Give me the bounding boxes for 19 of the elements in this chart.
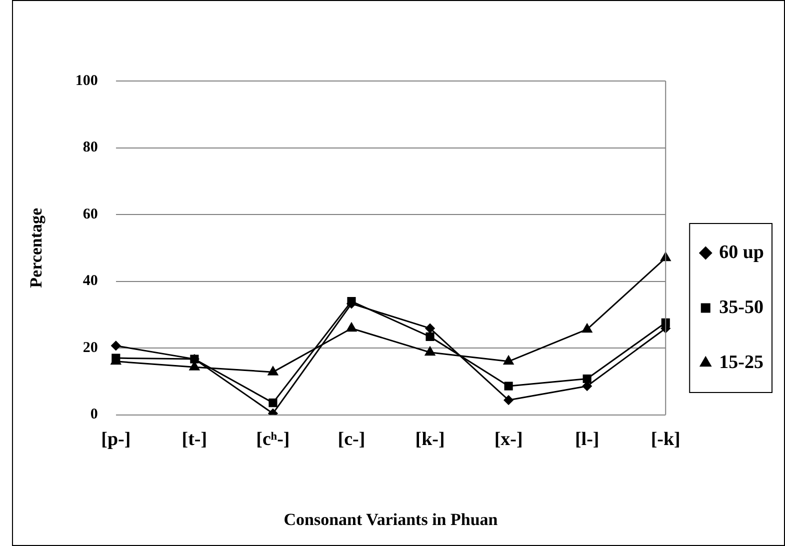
x-tick-label: [-k] — [650, 429, 680, 450]
x-tick-label: [p-] — [101, 429, 131, 450]
y-axis-title: Percentage — [26, 207, 46, 288]
y-tick-label: 0 — [90, 406, 98, 423]
y-tick-label: 40 — [82, 273, 98, 290]
y-tick-label: 20 — [82, 340, 98, 356]
y-tick-label: 80 — [82, 140, 98, 156]
legend-label: 60 up — [719, 242, 764, 263]
x-tick-label: [t-] — [182, 429, 208, 450]
legend-label: 15-25 — [719, 352, 764, 373]
x-tick-label: [c-] — [338, 429, 366, 450]
x-axis-title: Consonant Variants in Phuan — [284, 510, 498, 530]
x-tick-label: [x-] — [494, 429, 523, 450]
x-tick-label: [l-] — [574, 429, 600, 450]
legend-label: 35-50 — [719, 296, 764, 318]
x-tick-label: [cʰ-] — [256, 429, 290, 450]
x-tick-label: [k-] — [415, 429, 445, 450]
y-tick-label: 100 — [75, 72, 98, 89]
y-tick-label: 60 — [82, 206, 98, 222]
